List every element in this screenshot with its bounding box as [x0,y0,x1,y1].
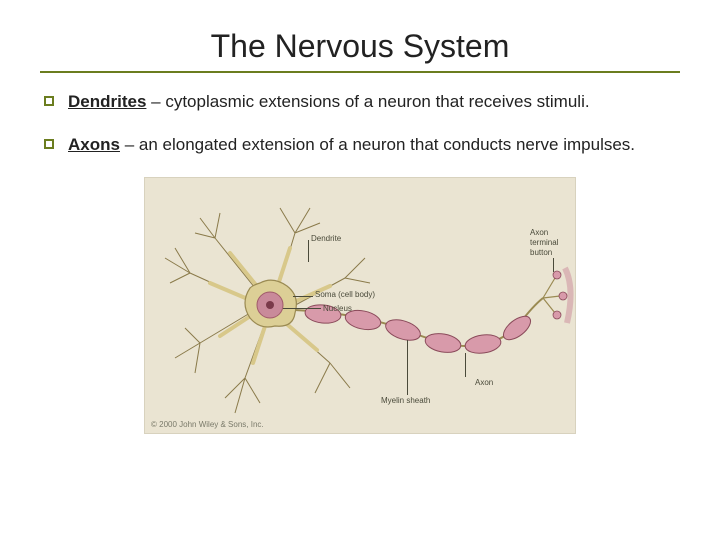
title-underline [40,71,680,73]
label-myelin: Myelin sheath [381,396,430,405]
leader-soma [293,296,313,297]
leader-terminal [553,258,554,272]
leader-nucleus [283,308,321,309]
bullet-list: Dendrites – cytoplasmic extensions of a … [40,91,680,157]
label-dendrite: Dendrite [311,234,341,243]
label-terminal-2: terminal [530,238,558,247]
label-soma: Soma (cell body) [315,290,375,299]
leader-myelin [407,340,408,395]
def-dendrites: – cytoplasmic extensions of a neuron tha… [146,92,589,111]
neuron-svg [145,178,575,433]
label-terminal-3: button [530,248,552,257]
term-axons: Axons [68,135,120,154]
label-nucleus: Nucleus [323,304,352,313]
leader-axon [465,353,466,377]
def-axons: – an elongated extension of a neuron tha… [120,135,635,154]
slide: The Nervous System Dendrites – cytoplasm… [0,0,720,540]
term-dendrites: Dendrites [68,92,146,111]
bullet-dendrites: Dendrites – cytoplasmic extensions of a … [40,91,680,114]
label-terminal-1: Axon [530,228,548,237]
slide-title: The Nervous System [40,28,680,65]
figure-container: Dendrite Soma (cell body) Nucleus Axon M… [40,177,680,438]
bullet-axons: Axons – an elongated extension of a neur… [40,134,680,157]
neuron-figure: Dendrite Soma (cell body) Nucleus Axon M… [144,177,576,434]
figure-copyright: © 2000 John Wiley & Sons, Inc. [151,420,264,429]
leader-dendrite [308,240,309,262]
label-axon: Axon [475,378,493,387]
